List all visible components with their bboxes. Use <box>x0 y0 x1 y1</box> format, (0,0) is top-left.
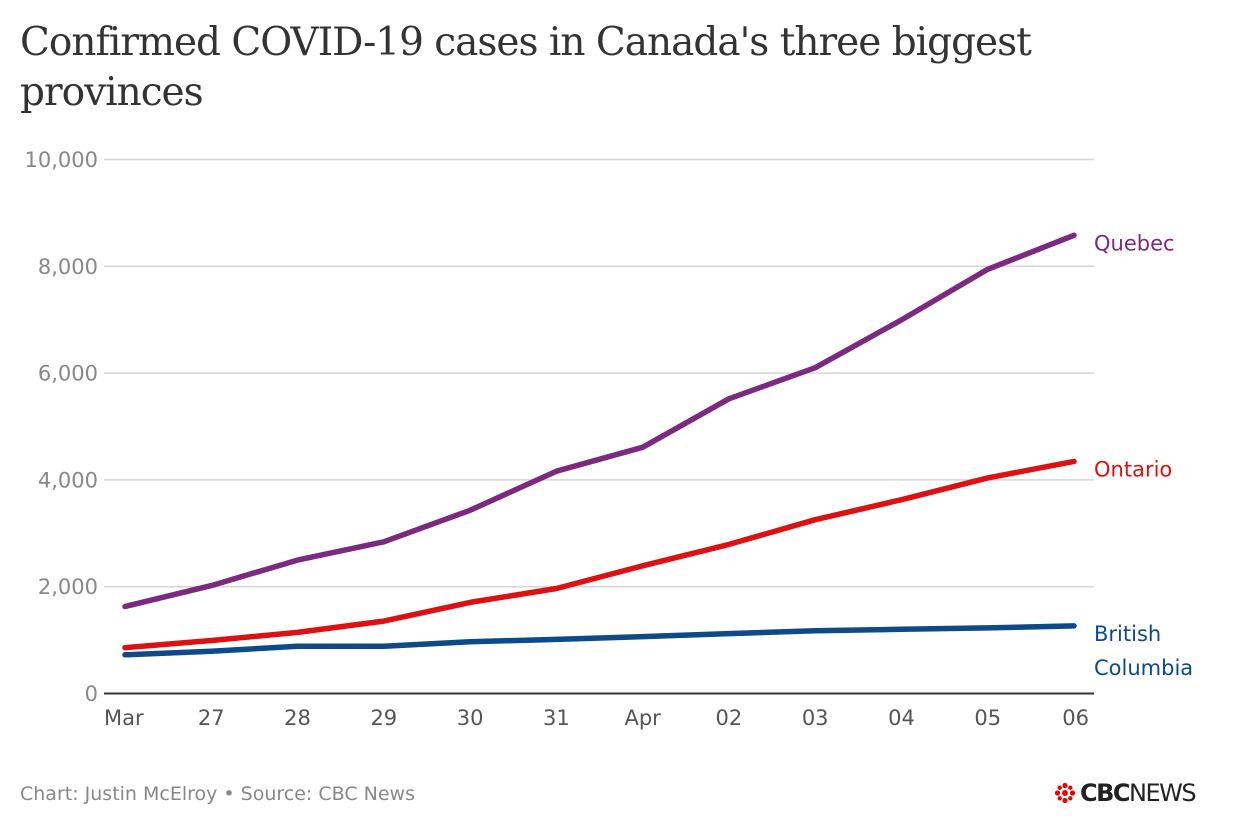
series-lines <box>122 232 1077 658</box>
chart-credit: Chart: Justin McElroy • Source: CBC News <box>20 783 415 805</box>
y-tick-label: 6,000 <box>38 362 98 386</box>
chart-title: Confirmed COVID-19 cases in Canada's thr… <box>20 20 1032 115</box>
x-tick-label: 27 <box>198 706 225 730</box>
y-tick-label: 10,000 <box>25 148 98 172</box>
y-axis-ticks: 0 2,000 4,000 6,000 8,000 10,000 <box>25 148 98 706</box>
series-label-british-columbia: British Columbia <box>1094 622 1193 680</box>
cbc-news-logo: CBC NEWS <box>1054 779 1197 807</box>
x-tick-label: 05 <box>974 706 1001 730</box>
series-line-british-columbia <box>122 623 1077 658</box>
cbc-gem-icon <box>1054 782 1076 804</box>
y-tick-label: 4,000 <box>38 468 98 492</box>
x-tick-label: 02 <box>716 706 743 730</box>
x-axis-ticks: Mar 27 28 29 30 31 Apr 02 03 04 05 06 <box>104 706 1089 730</box>
series-label-ontario: Ontario <box>1094 457 1172 481</box>
x-tick-label: 03 <box>802 706 829 730</box>
x-tick-label: Apr <box>624 706 661 730</box>
x-tick-label: Mar <box>104 706 144 730</box>
x-tick-label: 06 <box>1062 706 1089 730</box>
series-line-ontario <box>122 458 1077 651</box>
logo-news-text: NEWS <box>1129 779 1197 807</box>
x-tick-label: 29 <box>370 706 397 730</box>
gridlines <box>104 158 1094 588</box>
logo-cbc-text: CBC <box>1080 779 1131 807</box>
series-line-quebec <box>122 232 1077 610</box>
series-labels: Quebec Ontario British Columbia <box>1094 231 1193 680</box>
series-label-quebec: Quebec <box>1094 231 1175 255</box>
y-tick-label: 0 <box>85 682 98 706</box>
y-tick-label: 8,000 <box>38 255 98 279</box>
x-tick-label: 04 <box>888 706 915 730</box>
x-tick-label: 28 <box>284 706 311 730</box>
y-tick-label: 2,000 <box>38 575 98 599</box>
x-tick-label: 31 <box>543 706 570 730</box>
x-tick-label: 30 <box>457 706 484 730</box>
